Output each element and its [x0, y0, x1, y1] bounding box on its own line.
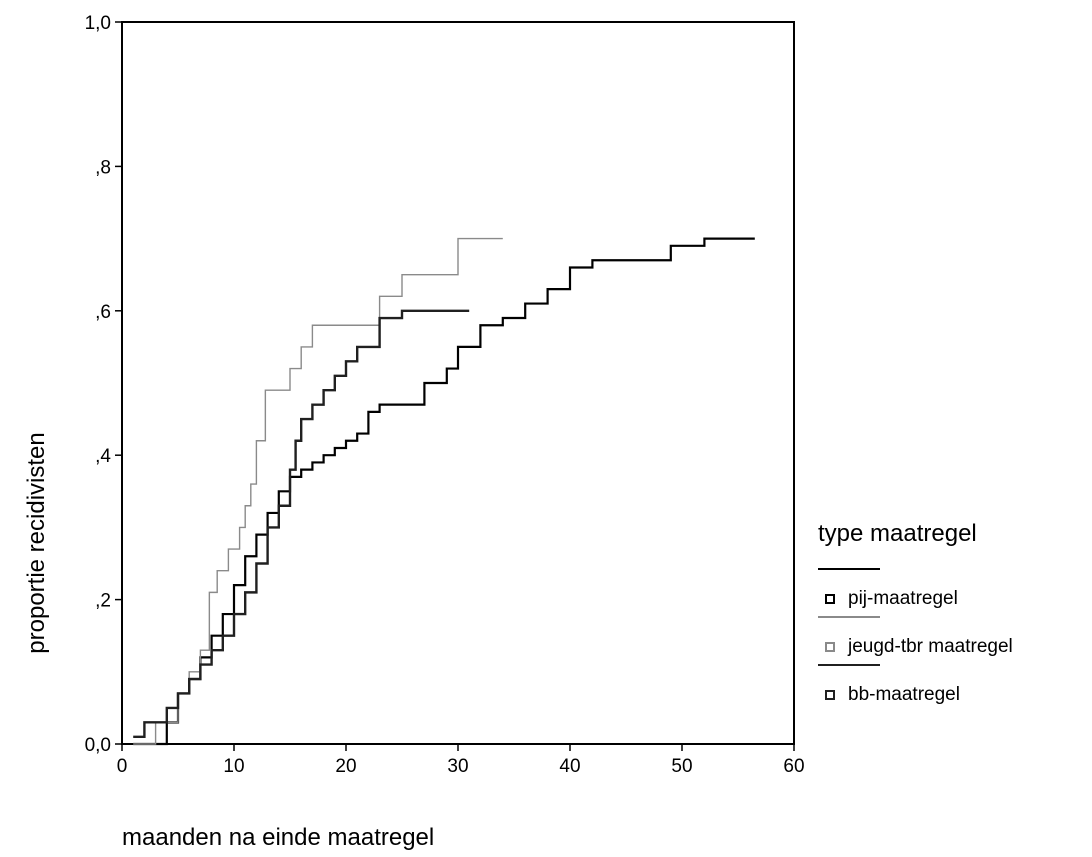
legend-label: pij-maatregel: [848, 588, 958, 609]
y-tick-label: ,6: [95, 302, 111, 323]
legend-marker: [825, 642, 835, 652]
legend-label: jeugd-tbr maatregel: [847, 636, 1013, 657]
legend-label: bb-maatregel: [848, 684, 960, 705]
series-layer: [133, 237, 755, 746]
legend-marker: [825, 594, 835, 604]
legend: type maatregel pij-maatregel jeugd-tbr ma…: [818, 520, 1013, 705]
x-tick-label: 50: [671, 756, 692, 777]
y-axis: 0,0 ,2 ,4 ,6 ,8 1,0: [85, 13, 122, 756]
legend-items: pij-maatregel jeugd-tbr maatregel bb-maatr…: [818, 568, 1013, 705]
x-tick-label: 30: [447, 756, 468, 777]
x-tick-label: 20: [335, 756, 356, 777]
y-axis-title: proportie recidivisten: [23, 432, 50, 653]
plot-area: [121, 21, 795, 746]
y-tick-label: 1,0: [85, 13, 111, 34]
x-axis: 0 10 20 30 40 50 60: [117, 744, 805, 777]
series-line-bb-maatregel: [133, 309, 470, 738]
y-tick-label: 0,0: [85, 735, 111, 756]
y-tick-label: ,4: [95, 446, 111, 467]
series-line-jeugd-tbr maatregel: [133, 237, 503, 745]
x-tick-label: 40: [559, 756, 580, 777]
x-tick-label: 0: [117, 756, 128, 777]
legend-title: type maatregel: [818, 520, 977, 547]
legend-marker: [825, 690, 835, 700]
x-axis-title: maanden na einde maatregel: [122, 824, 434, 851]
series-line-pij-maatregel: [133, 237, 755, 746]
x-tick-label: 10: [223, 756, 244, 777]
y-tick-label: ,2: [95, 591, 111, 612]
y-tick-label: ,8: [95, 157, 111, 178]
x-tick-label: 60: [783, 756, 804, 777]
